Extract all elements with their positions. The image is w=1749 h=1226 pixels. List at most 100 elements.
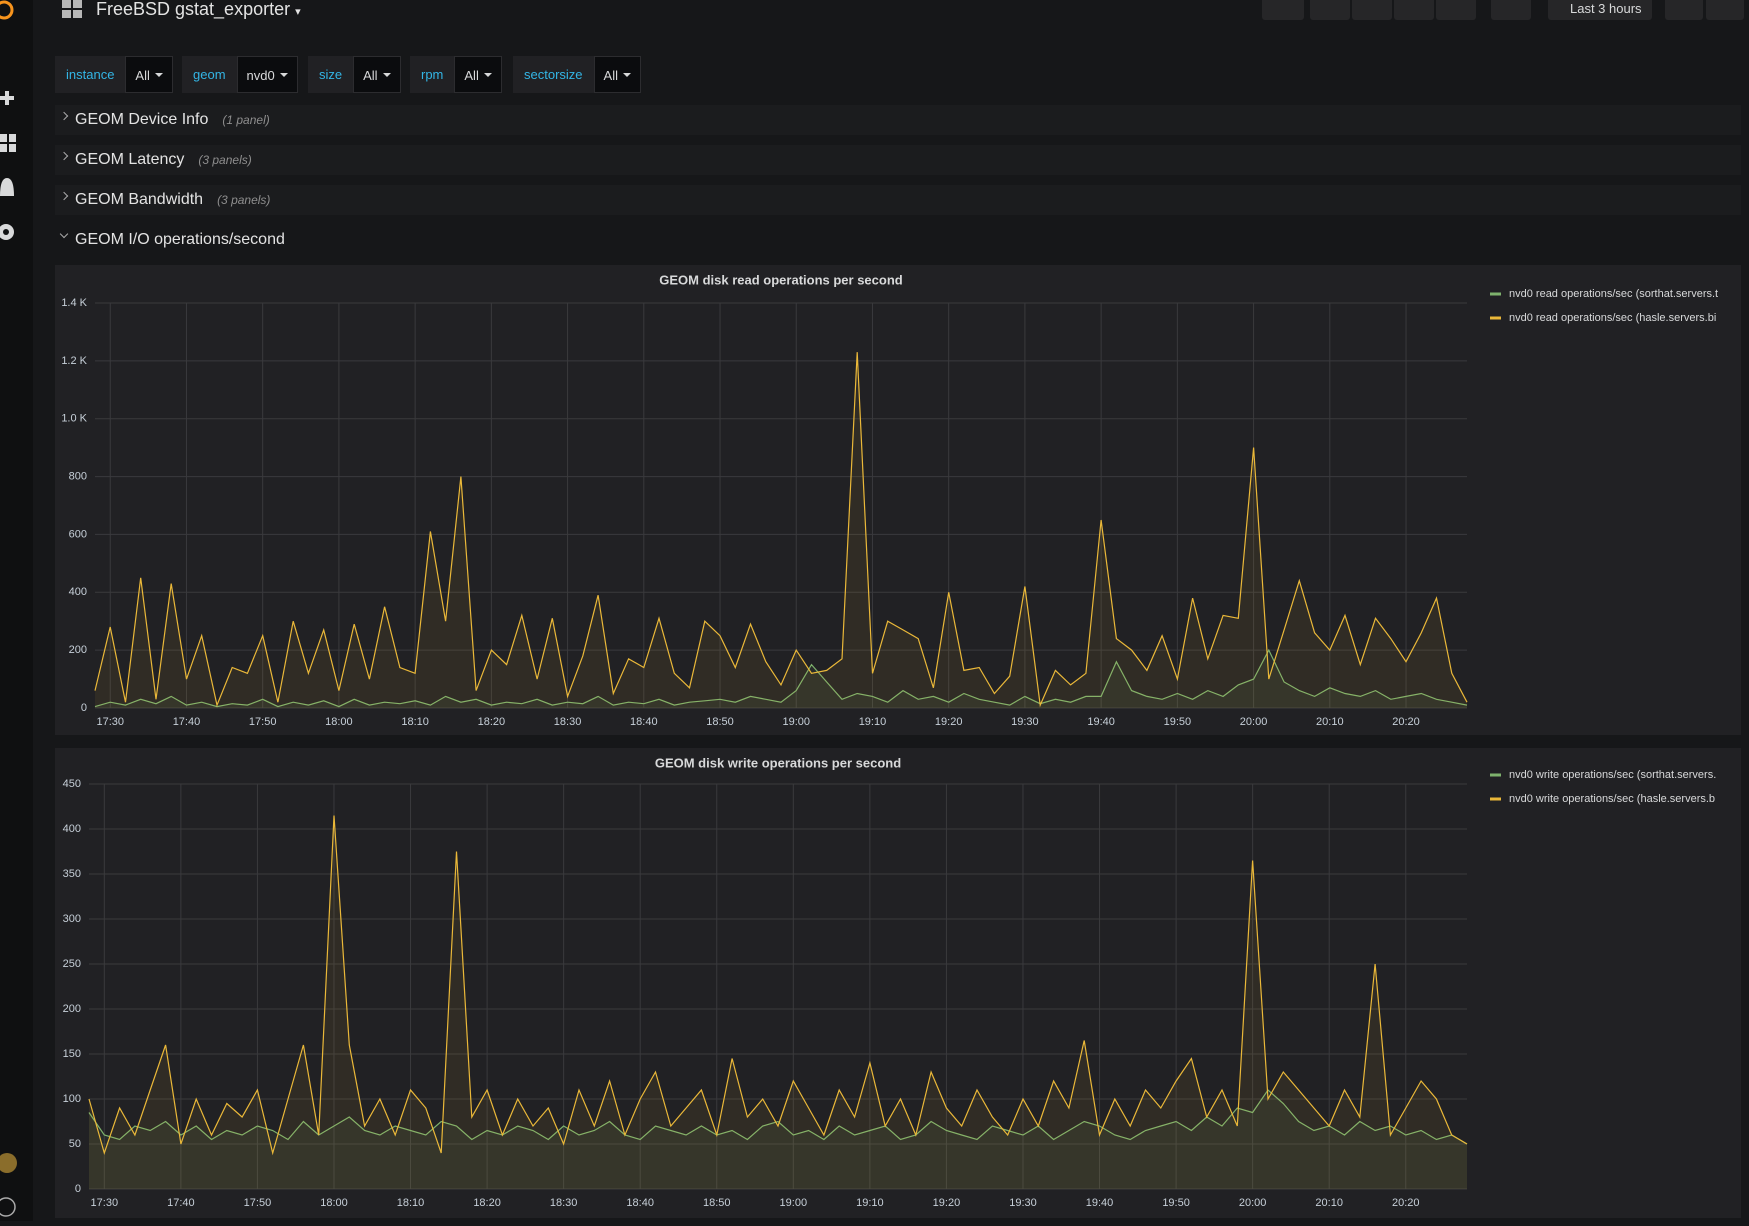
row-header[interactable]: GEOM I/O operations/second [55,225,1741,255]
row-note: (3 panels) [198,153,252,167]
y-tick-label: 600 [69,528,87,540]
star-button[interactable] [1310,0,1350,20]
row-title[interactable]: GEOM Device Info [75,111,209,128]
variable: size All [308,56,401,93]
chart-title: GEOM disk write operations per second [655,755,901,770]
variable: rpm All [410,56,502,93]
row-header[interactable]: GEOM Latency (3 panels) [55,145,1741,175]
row-note: (3 panels) [217,193,271,207]
x-tick-label: 17:40 [173,716,201,728]
x-tick-label: 17:50 [249,716,277,728]
dashboard-title[interactable]: FreeBSD gstat_exporter ▾ [96,0,301,19]
x-tick-label: 18:50 [703,1197,731,1209]
y-tick-label: 1.0 K [61,413,87,425]
legend-label: nvd0 write operations/sec (sorthat.serve… [1509,769,1716,781]
area-fill [95,650,1467,708]
tv-mode-button[interactable] [1491,0,1531,20]
y-tick-label: 50 [69,1138,81,1150]
variable: instance All [55,56,173,93]
user-avatar[interactable] [0,1153,17,1173]
chart-title: GEOM disk read operations per second [659,272,903,287]
chart: GEOM disk write operations per second 0 50… [63,755,1717,1209]
row-header[interactable]: GEOM Device Info (1 panel) [55,105,1741,135]
share-button[interactable] [1352,0,1392,20]
row-title[interactable]: GEOM Bandwidth [75,191,204,208]
time-picker[interactable]: Last 3 hours [1548,0,1652,20]
x-tick-label: 20:10 [1316,716,1344,728]
area-fill [89,1090,1467,1189]
chart: GEOM disk read operations per second 0 200… [61,272,1718,728]
y-tick-label: 450 [63,778,81,790]
row-title[interactable]: GEOM Latency [75,151,185,168]
variable-label: sectorsize [513,56,594,93]
series-line [94,352,1468,708]
y-tick-label: 1.4 K [61,297,87,309]
row-note: (1 panel) [222,113,270,127]
x-tick-label: 18:30 [550,1197,578,1209]
variable-dropdown[interactable]: nvd0 [236,56,298,93]
legend-label: nvd0 read operations/sec (hasle.servers.… [1509,312,1716,324]
x-tick-label: 17:50 [244,1197,272,1209]
x-tick-label: 19:20 [933,1197,961,1209]
y-tick-label: 100 [63,1093,81,1105]
x-tick-label: 20:00 [1239,1197,1267,1209]
x-tick-label: 17:30 [96,716,124,728]
y-tick-label: 0 [81,702,87,714]
area-fill [89,815,1467,1189]
y-tick-label: 350 [63,868,81,880]
refresh-button[interactable] [1706,0,1744,20]
graph-panel: GEOM disk read operations per second 0 200… [55,265,1741,735]
x-tick-label: 18:30 [554,716,582,728]
x-tick-label: 18:00 [320,1197,348,1209]
y-tick-label: 300 [63,913,81,925]
x-tick-label: 19:00 [780,1197,808,1209]
help-icon[interactable] [0,1197,16,1217]
y-tick-label: 400 [69,586,87,598]
x-tick-label: 18:20 [473,1197,501,1209]
x-tick-label: 17:40 [167,1197,195,1209]
legend-label: nvd0 read operations/sec (sorthat.server… [1509,288,1718,300]
x-tick-label: 18:00 [325,716,353,728]
x-tick-label: 19:40 [1087,716,1115,728]
x-tick-label: 19:10 [859,716,887,728]
x-tick-label: 18:20 [478,716,506,728]
variable-label: rpm [410,56,455,93]
x-tick-label: 19:10 [856,1197,884,1209]
x-tick-label: 18:50 [706,716,734,728]
settings-button[interactable] [1436,0,1476,20]
variable-dropdown[interactable]: All [353,56,401,93]
variable: sectorsize All [513,56,641,93]
x-tick-label: 19:50 [1162,1197,1190,1209]
x-tick-label: 19:30 [1011,716,1039,728]
save-button[interactable] [1394,0,1434,20]
alerts-icon[interactable] [0,178,14,196]
series-line [88,815,1468,1156]
x-tick-label: 19:20 [935,716,963,728]
x-tick-label: 20:20 [1392,716,1420,728]
y-tick-label: 800 [69,470,87,482]
zoom-out-button[interactable] [1665,0,1703,20]
sidebar [0,0,33,1221]
variable-dropdown[interactable]: All [454,56,502,93]
sidebar-icons [0,0,17,1217]
config-icon-hole [3,229,9,235]
row-header[interactable]: GEOM Bandwidth (3 panels) [55,185,1741,215]
dashboard-title-text[interactable]: FreeBSD gstat_exporter [96,0,291,19]
x-tick-label: 19:50 [1164,716,1192,728]
y-tick-label: 200 [69,644,87,656]
variable-dropdown[interactable]: All [125,56,173,93]
x-tick-label: 19:00 [782,716,810,728]
y-tick-label: 150 [63,1048,81,1060]
dashboards-icon[interactable] [0,134,16,152]
series-line [94,648,1468,708]
y-tick-label: 250 [63,958,81,970]
create-icon[interactable] [0,91,14,105]
x-tick-label: 19:30 [1009,1197,1037,1209]
x-tick-label: 18:10 [401,716,429,728]
logo[interactable] [0,0,14,20]
row-title[interactable]: GEOM I/O operations/second [75,231,285,248]
add-panel-button[interactable] [1262,0,1304,20]
area-fill [95,352,1467,708]
variable-dropdown[interactable]: All [593,56,641,93]
